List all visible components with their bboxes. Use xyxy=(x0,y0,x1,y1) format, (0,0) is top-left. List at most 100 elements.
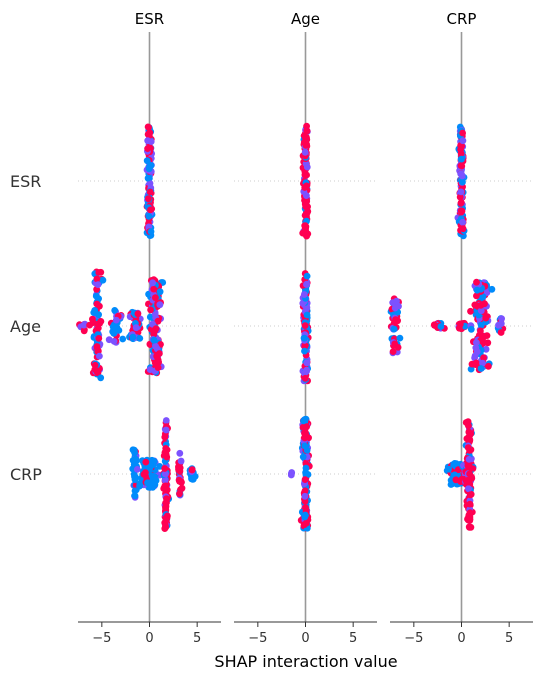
data-point xyxy=(301,476,309,483)
data-point xyxy=(80,321,88,329)
data-point xyxy=(458,207,466,215)
data-point xyxy=(302,229,310,237)
data-point xyxy=(189,475,197,483)
data-point xyxy=(303,163,311,171)
y-label-crp: CRP xyxy=(10,465,42,484)
panel-title-esr: ESR xyxy=(135,10,164,28)
data-point xyxy=(163,486,171,494)
data-point xyxy=(465,485,472,493)
data-point xyxy=(303,311,311,319)
data-point xyxy=(156,350,163,357)
data-point xyxy=(301,222,309,230)
x-tick-label: −5 xyxy=(404,631,423,646)
data-point xyxy=(465,456,473,463)
data-point xyxy=(105,336,113,344)
data-point xyxy=(95,335,103,342)
data-point xyxy=(473,278,480,286)
data-point xyxy=(485,362,492,370)
data-point xyxy=(301,374,309,382)
x-tick-label: 0 xyxy=(301,631,309,646)
data-point xyxy=(144,479,151,487)
data-point xyxy=(111,307,119,314)
data-point xyxy=(300,417,307,425)
data-point xyxy=(466,500,474,508)
x-tick-label: 5 xyxy=(505,631,513,646)
data-point xyxy=(497,329,505,336)
data-point xyxy=(468,360,476,368)
data-point xyxy=(445,465,452,473)
data-point xyxy=(495,321,502,329)
data-point xyxy=(97,318,105,325)
data-point xyxy=(299,453,307,461)
x-tick-label: 0 xyxy=(145,631,153,646)
data-point xyxy=(479,359,486,367)
data-point xyxy=(452,460,460,467)
data-point xyxy=(95,269,103,276)
data-point xyxy=(150,336,158,344)
data-point xyxy=(301,511,309,519)
data-point xyxy=(93,275,101,283)
data-point xyxy=(466,509,474,516)
data-point xyxy=(498,315,505,322)
data-point xyxy=(457,188,465,196)
data-point xyxy=(119,335,127,343)
data-point xyxy=(131,492,139,500)
data-point xyxy=(162,426,170,434)
data-point xyxy=(152,294,159,302)
data-point xyxy=(177,457,185,465)
data-point xyxy=(301,322,309,329)
data-point xyxy=(161,465,169,472)
data-point xyxy=(161,476,169,484)
data-point xyxy=(90,309,98,316)
data-point xyxy=(99,276,107,284)
data-point xyxy=(97,374,105,382)
data-point xyxy=(300,139,308,146)
data-point xyxy=(129,333,137,341)
data-point xyxy=(162,417,170,424)
data-point xyxy=(389,348,397,355)
data-point xyxy=(304,471,312,478)
data-point xyxy=(93,343,101,350)
data-point xyxy=(131,460,139,468)
data-point xyxy=(301,442,309,450)
data-point xyxy=(163,495,170,502)
data-point xyxy=(154,317,162,325)
data-point xyxy=(477,302,485,309)
data-point xyxy=(472,344,480,352)
data-point xyxy=(91,361,99,369)
panel-title-crp: CRP xyxy=(447,10,477,28)
data-point xyxy=(175,466,183,474)
data-point xyxy=(133,466,141,473)
data-point xyxy=(150,285,158,293)
data-point xyxy=(132,324,140,332)
y-label-age: Age xyxy=(10,317,41,336)
data-point xyxy=(464,444,472,451)
x-tick-label: 5 xyxy=(193,631,201,646)
data-point xyxy=(93,368,101,376)
data-point xyxy=(144,145,152,153)
data-point xyxy=(161,519,169,527)
data-point xyxy=(484,339,492,347)
data-point xyxy=(146,366,154,373)
data-point xyxy=(301,492,309,500)
data-point xyxy=(152,325,160,332)
data-point xyxy=(288,469,296,476)
data-point xyxy=(154,356,162,364)
data-point xyxy=(147,306,155,314)
data-point xyxy=(136,482,144,490)
data-point xyxy=(156,301,164,309)
data-point xyxy=(488,285,496,293)
data-point xyxy=(467,307,474,315)
x-tick-label: −5 xyxy=(248,631,267,646)
data-point xyxy=(301,133,309,141)
data-point xyxy=(468,474,476,482)
data-point xyxy=(134,310,142,318)
data-point xyxy=(96,352,103,360)
data-point xyxy=(437,323,445,330)
data-point xyxy=(131,476,139,483)
data-point xyxy=(136,335,144,342)
data-point xyxy=(456,193,464,201)
data-point xyxy=(483,332,491,339)
